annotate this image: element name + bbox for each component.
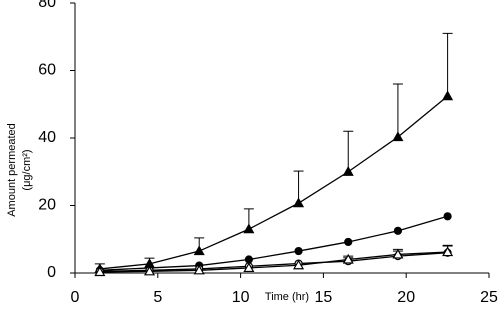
- marker: [143, 265, 156, 276]
- x-tick-label: 25: [480, 289, 498, 306]
- x-tick-label: 0: [71, 289, 80, 306]
- marker: [443, 212, 452, 221]
- marker: [442, 246, 454, 257]
- marker: [342, 253, 354, 264]
- series-line: [99, 251, 448, 273]
- y-tick-label: 0: [47, 264, 56, 281]
- x-tick-label: 20: [397, 289, 415, 306]
- x-tick-label: 5: [153, 289, 162, 306]
- marker: [244, 255, 253, 264]
- marker: [243, 223, 255, 234]
- x-axis-label: Time (hr): [265, 291, 309, 303]
- y-tick-label: 80: [38, 0, 56, 11]
- marker: [393, 226, 403, 235]
- series-line: [99, 95, 449, 270]
- y-tick-label: 60: [38, 62, 56, 79]
- y-tick-label: 40: [38, 129, 56, 146]
- y-axis-label: Amount permeated: [6, 123, 18, 217]
- marker: [293, 197, 305, 208]
- y-tick-label: 20: [38, 197, 56, 214]
- error-bar: [392, 83, 403, 137]
- marker: [342, 166, 354, 176]
- marker: [293, 259, 305, 270]
- series-line: [99, 215, 448, 271]
- marker: [294, 246, 303, 256]
- x-tick-label: 10: [232, 289, 250, 306]
- marker: [392, 248, 404, 259]
- marker: [442, 90, 454, 101]
- error-bar: [442, 32, 453, 97]
- marker: [392, 131, 404, 142]
- marker: [243, 262, 255, 273]
- y-axis-label: (μg/cm²): [21, 149, 33, 190]
- error-bar: [343, 130, 354, 172]
- series-line: [99, 252, 448, 272]
- x-tick-label: 15: [315, 289, 333, 306]
- marker: [94, 266, 106, 277]
- marker: [193, 245, 205, 256]
- marker: [193, 264, 205, 275]
- marker: [344, 237, 353, 247]
